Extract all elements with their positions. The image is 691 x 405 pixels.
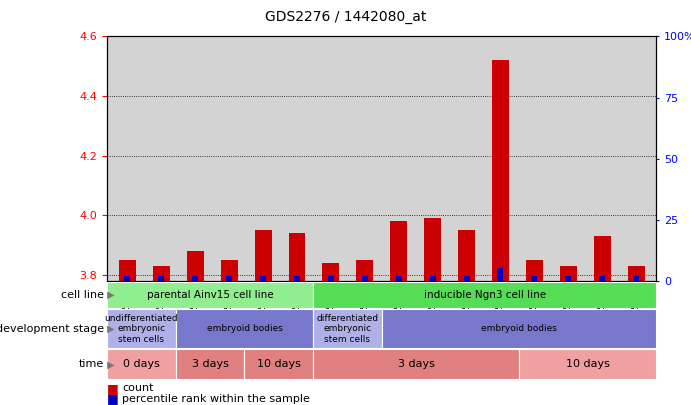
Bar [313,282,656,308]
Bar [519,349,656,379]
Bar [153,266,170,281]
Bar [594,236,611,281]
Bar [158,276,164,281]
Bar [464,276,469,281]
Bar [107,309,176,348]
Bar [323,263,339,281]
Text: 10 days: 10 days [566,359,609,369]
Bar [107,282,313,308]
Text: ■: ■ [107,392,123,405]
Bar [633,276,639,281]
Bar [458,230,475,281]
Bar [599,276,605,281]
Bar [192,276,198,281]
Bar [531,276,538,281]
Bar [396,276,401,281]
Bar [187,251,204,281]
Text: inducible Ngn3 cell line: inducible Ngn3 cell line [424,290,546,300]
Text: parental Ainv15 cell line: parental Ainv15 cell line [146,290,274,300]
Text: embryoid bodies: embryoid bodies [207,324,283,333]
Bar [176,309,313,348]
Bar [254,230,272,281]
Bar [313,349,519,379]
Bar [107,349,176,379]
Text: undifferentiated
embryonic
stem cells: undifferentiated embryonic stem cells [104,314,178,343]
Bar [430,276,435,281]
Text: development stage: development stage [0,324,104,334]
Bar [119,260,136,281]
Text: ▶: ▶ [104,324,115,334]
Bar [526,260,543,281]
Bar [176,349,245,379]
Text: 3 days: 3 days [191,359,229,369]
Text: count: count [122,384,154,394]
Text: cell line: cell line [61,290,104,300]
Bar [328,276,334,281]
Text: GDS2276 / 1442080_at: GDS2276 / 1442080_at [265,10,426,24]
Text: percentile rank within the sample: percentile rank within the sample [122,394,310,403]
Text: ▶: ▶ [104,290,115,300]
Text: time: time [78,359,104,369]
Bar [381,309,656,348]
Text: differentiated
embryonic
stem cells: differentiated embryonic stem cells [316,314,379,343]
Bar [260,276,266,281]
Bar [294,276,300,281]
Bar [124,276,131,281]
Bar [424,218,441,281]
Bar [313,309,381,348]
Bar [498,269,504,281]
Bar [390,221,407,281]
Text: ▶: ▶ [104,359,115,369]
Bar [357,260,373,281]
Text: 0 days: 0 days [123,359,160,369]
Text: 3 days: 3 days [398,359,435,369]
Text: 10 days: 10 days [257,359,301,369]
Bar [627,266,645,281]
Bar [289,233,305,281]
Bar [560,266,577,281]
Text: ■: ■ [107,382,123,395]
Bar [492,60,509,281]
Text: embryoid bodies: embryoid bodies [481,324,557,333]
Bar [220,260,238,281]
Bar [245,349,313,379]
Bar [565,276,571,281]
Bar [226,276,232,281]
Bar [362,276,368,281]
